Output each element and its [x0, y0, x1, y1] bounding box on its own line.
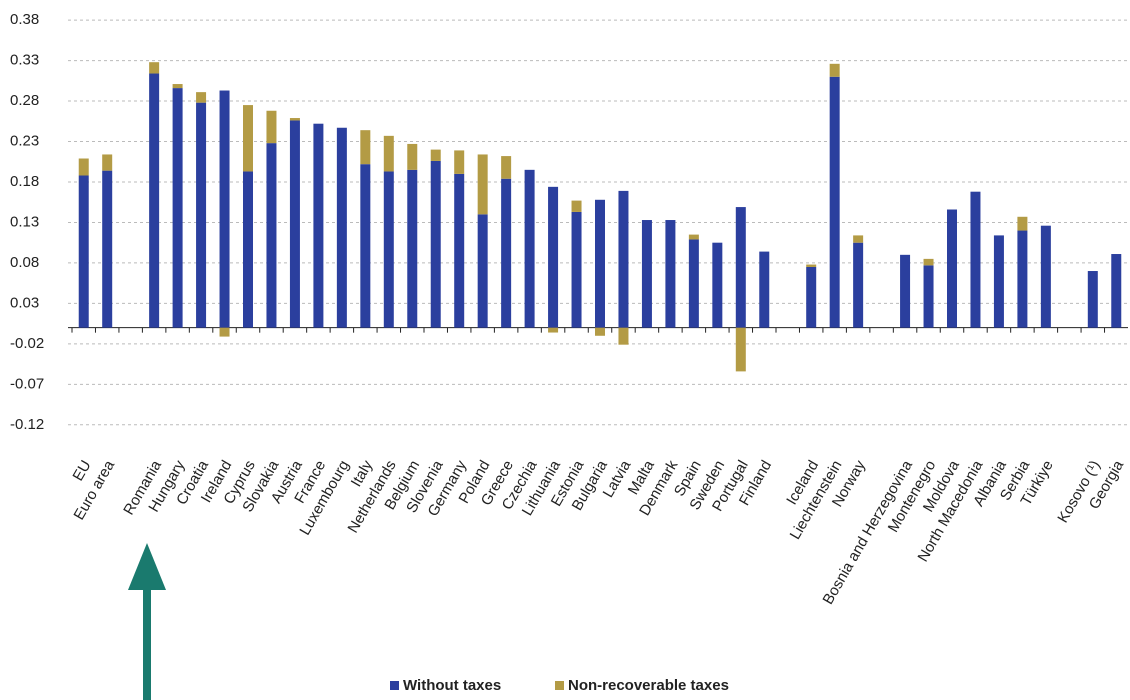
bar-segment — [970, 191, 981, 328]
bar-segment — [688, 234, 699, 240]
y-tick-label: 0.03 — [10, 294, 39, 311]
bar-segment — [172, 84, 183, 89]
bar-segment — [618, 327, 629, 345]
bar-segment — [219, 90, 230, 328]
bar-segment — [383, 171, 394, 328]
bar-segment — [688, 239, 699, 328]
bar-segment — [806, 266, 817, 328]
bar-segment — [501, 156, 512, 179]
y-tick-label: -0.02 — [10, 335, 44, 352]
bar-segment — [407, 169, 418, 328]
y-tick-label: 0.28 — [10, 92, 39, 109]
bar-segment — [149, 62, 160, 74]
y-tick-label: 0.33 — [10, 52, 39, 69]
bar-segment — [759, 251, 770, 328]
y-tick-label: 0.23 — [10, 132, 39, 149]
bar-segment — [313, 123, 324, 328]
bar-segment — [430, 149, 441, 161]
bar-segment — [618, 190, 629, 328]
bar-segment — [1040, 225, 1051, 328]
bar-segment — [243, 171, 253, 328]
bar-segment — [947, 209, 957, 328]
bar-segment — [383, 135, 394, 172]
y-tick-label: 0.18 — [10, 173, 39, 190]
bar-segment — [360, 164, 371, 328]
bar-segment — [923, 258, 934, 266]
bar-segment — [900, 254, 911, 328]
bar-segment — [501, 178, 512, 328]
bar-segment — [1017, 216, 1028, 231]
bar-segment — [454, 173, 465, 328]
bar-segment — [524, 169, 535, 328]
y-tick-label: 0.38 — [10, 11, 39, 28]
legend-label: Without taxes — [403, 677, 501, 694]
bar-segment — [430, 160, 441, 328]
bar-segment — [266, 143, 277, 328]
bar-segment — [712, 242, 723, 328]
bar-segment — [477, 154, 488, 215]
pointer-arrow — [128, 543, 166, 700]
bar-segment — [735, 207, 746, 328]
bar-segment — [196, 92, 207, 103]
bar-segment — [289, 120, 300, 328]
bar-segment — [102, 170, 113, 328]
legend-label: Non-recoverable taxes — [568, 677, 729, 694]
bar-segment — [829, 76, 840, 328]
bar-segment — [595, 199, 605, 328]
bar-segment — [102, 154, 113, 171]
bar-segment — [196, 102, 207, 328]
bar-segment — [665, 220, 676, 328]
bar-segment — [78, 158, 89, 176]
bar-segment — [548, 186, 559, 328]
bar-segment — [853, 235, 864, 243]
bar-segment — [1111, 254, 1122, 328]
bar-segment — [360, 130, 371, 165]
bar-segment — [289, 118, 300, 121]
bar-segment — [336, 127, 347, 328]
y-tick-label: 0.08 — [10, 254, 39, 271]
bar-segment — [243, 105, 253, 172]
arrow-head — [128, 543, 166, 590]
bar-segment — [548, 327, 559, 333]
legend-swatch — [390, 681, 399, 690]
bar-segment — [407, 143, 418, 170]
y-tick-label: -0.07 — [10, 375, 44, 392]
bar-segment — [1087, 271, 1098, 328]
bar-segment — [571, 211, 582, 328]
bar-segment — [454, 150, 465, 174]
bar-segment — [993, 235, 1004, 328]
bar-segment — [219, 327, 230, 337]
bar-segment — [829, 63, 840, 77]
legend-swatch — [555, 681, 564, 690]
bar-segment — [172, 88, 183, 328]
bar-segment — [1017, 230, 1028, 328]
bar-segment — [735, 327, 746, 372]
bar-segment — [853, 242, 864, 328]
bar-segment — [806, 264, 817, 267]
bar-segment — [149, 73, 160, 328]
bar-segment — [641, 220, 652, 328]
bar-segment — [78, 175, 89, 328]
bar-segment — [571, 200, 582, 212]
bar-segment — [595, 327, 605, 336]
bar-segment — [266, 110, 277, 144]
y-tick-label: -0.12 — [10, 416, 44, 433]
y-tick-label: 0.13 — [10, 213, 39, 230]
bar-segment — [923, 265, 934, 328]
bar-segment — [477, 214, 488, 328]
